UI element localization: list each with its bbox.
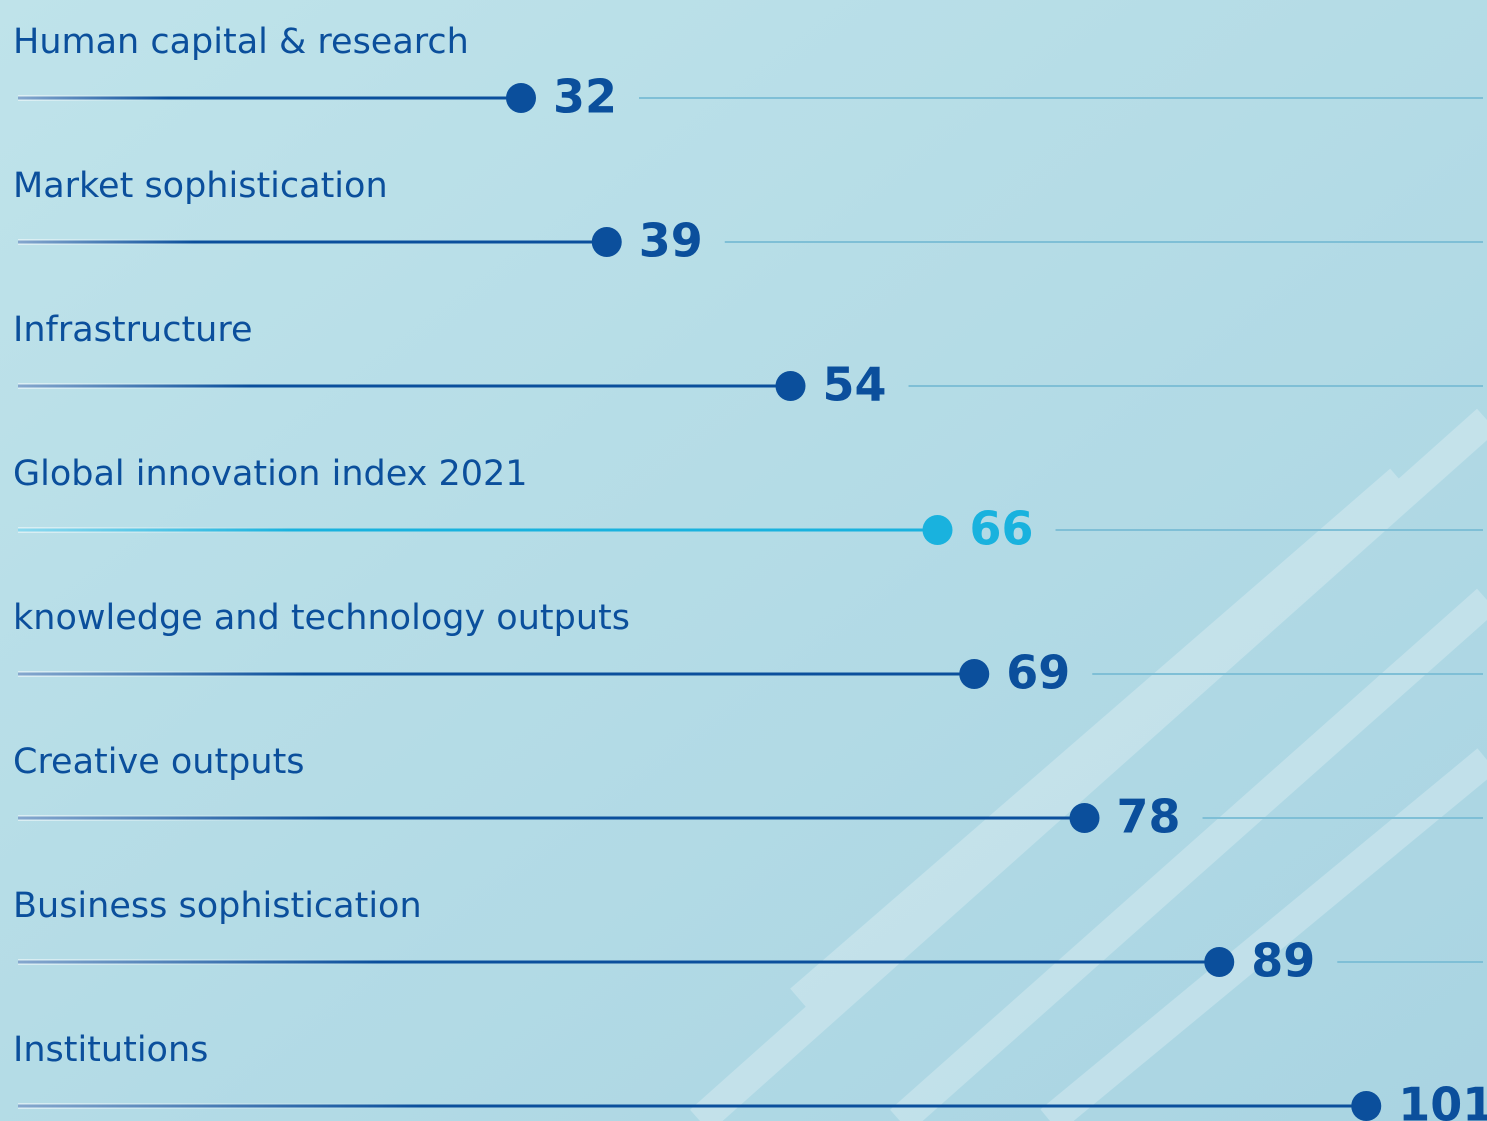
dot	[592, 227, 622, 257]
category-label: Institutions	[13, 1030, 208, 1070]
category-label: Market sophistication	[13, 166, 388, 206]
dot	[1070, 803, 1100, 833]
chart: Human capital & research 32 Market sophist…	[0, 0, 1487, 1121]
dot	[923, 515, 953, 545]
stem-fade	[18, 239, 607, 245]
dot	[959, 659, 989, 689]
stem-fade	[18, 95, 521, 101]
dot	[1204, 947, 1234, 977]
value-label: 69	[1006, 646, 1070, 700]
value-label: 54	[823, 358, 887, 412]
stem-fade	[18, 959, 1219, 965]
stem-fade	[18, 527, 938, 533]
stem-fade	[18, 1103, 1366, 1109]
value-label: 32	[553, 70, 617, 124]
dot	[776, 371, 806, 401]
category-label: Global innovation index 2021	[13, 454, 528, 494]
category-label: Creative outputs	[13, 742, 305, 782]
value-label: 89	[1251, 934, 1315, 988]
value-label: 78	[1117, 790, 1181, 844]
value-label: 66	[970, 502, 1034, 556]
dot	[506, 83, 536, 113]
value-label: 101	[1398, 1078, 1487, 1121]
category-label: Human capital & research	[13, 22, 469, 62]
category-label: Infrastructure	[13, 310, 253, 350]
category-label: Business sophistication	[13, 886, 422, 926]
category-label: knowledge and technology outputs	[13, 598, 630, 638]
dot	[1351, 1091, 1381, 1121]
value-label: 39	[639, 214, 703, 268]
stem-fade	[18, 815, 1085, 821]
stem-fade	[18, 383, 791, 389]
stem-fade	[18, 671, 974, 677]
